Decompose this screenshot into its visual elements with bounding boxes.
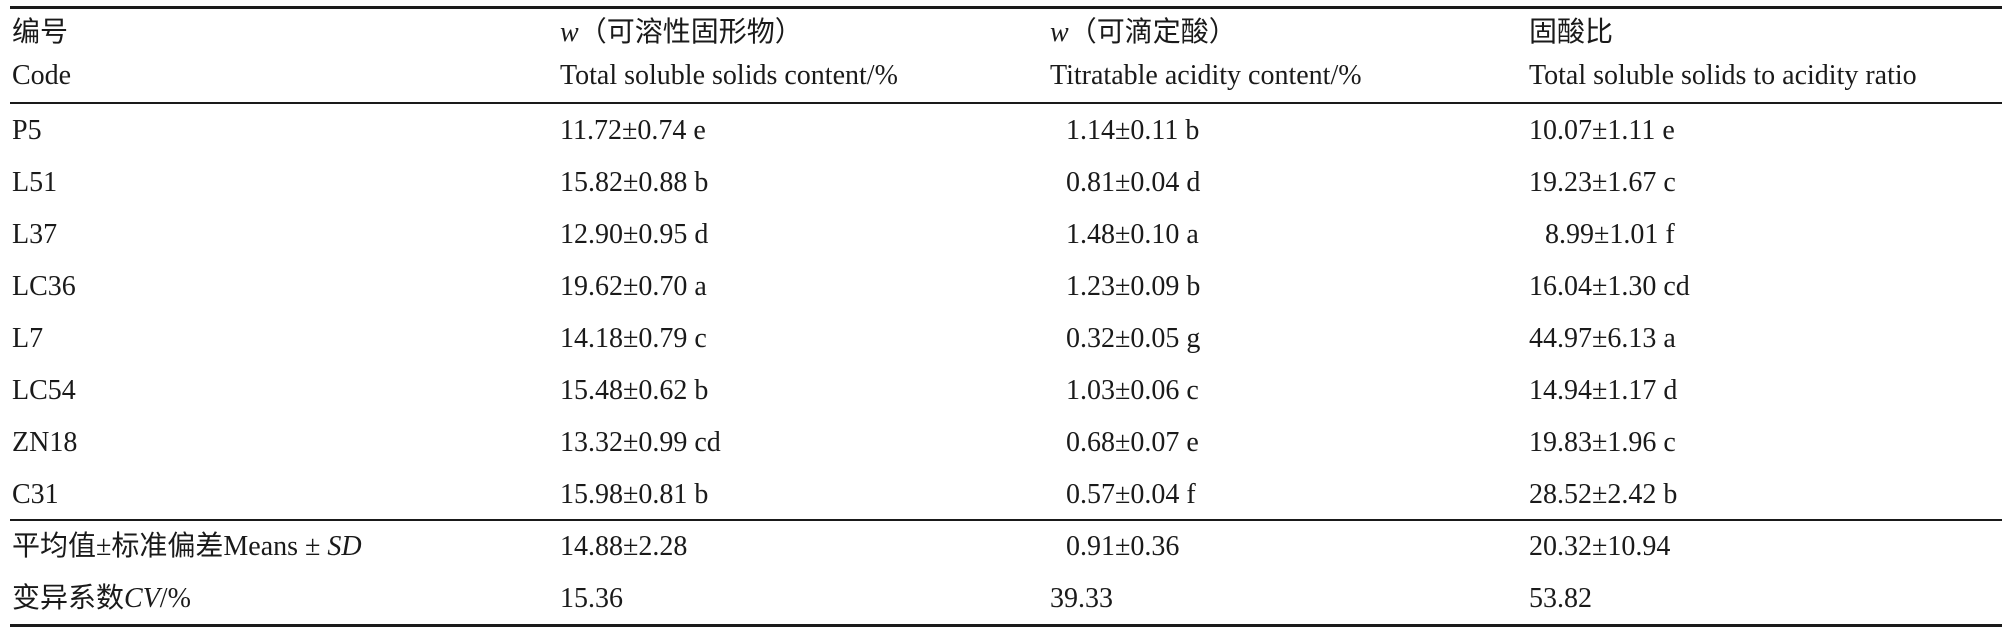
row-ratio: 16.04±1.30 cd xyxy=(1529,271,1690,302)
header-tss-zh-text: （可溶性固形物） xyxy=(578,17,803,48)
row-code: LC36 xyxy=(12,271,76,302)
row-tss: 15.82±0.88 b xyxy=(560,167,709,198)
row-ta: 0.68±0.07 e xyxy=(1066,427,1199,458)
header-ratio-en: Total soluble solids to acidity ratio xyxy=(1529,60,1917,91)
row-code: P5 xyxy=(12,115,42,146)
table-header-rule xyxy=(10,102,2002,104)
row-ratio: 8.99±1.01 f xyxy=(1545,219,1675,250)
table-bottom-rule xyxy=(10,624,2002,627)
header-ta-en: Titratable acidity content/% xyxy=(1050,60,1362,91)
row-ta: 1.23±0.09 b xyxy=(1066,271,1201,302)
row-ratio: 19.83±1.96 c xyxy=(1529,427,1676,458)
row-ratio: 19.23±1.67 c xyxy=(1529,167,1676,198)
row-ta: 1.48±0.10 a xyxy=(1066,219,1199,250)
header-ta-zh-text: （可滴定酸） xyxy=(1068,17,1237,48)
summary-label-en: Means ± xyxy=(223,531,328,562)
header-ta-var: w xyxy=(1050,17,1069,48)
table-summary-rule xyxy=(10,519,2002,521)
row-ratio: 28.52±2.42 b xyxy=(1529,479,1678,510)
summary-tss: 14.88±2.28 xyxy=(560,531,688,562)
summary-label-mean-sd: 平均值±标准偏差Means ± SD xyxy=(12,530,362,564)
summary-label-zh: 变异系数 xyxy=(12,583,125,614)
row-code: L51 xyxy=(12,167,58,198)
summary-label-zh: 平均值±标准偏差 xyxy=(12,531,224,562)
row-code: L37 xyxy=(12,219,58,250)
summary-ta: 0.91±0.36 xyxy=(1066,531,1180,562)
row-ta: 1.03±0.06 c xyxy=(1066,375,1199,406)
header-code-zh: 编号 xyxy=(12,17,69,48)
summary-tss: 15.36 xyxy=(560,583,623,614)
summary-ratio: 53.82 xyxy=(1529,583,1592,614)
row-tss: 15.98±0.81 b xyxy=(560,479,709,510)
row-ratio: 44.97±6.13 a xyxy=(1529,323,1676,354)
header-ratio-zh: 固酸比 xyxy=(1529,17,1614,48)
row-tss: 12.90±0.95 d xyxy=(560,219,709,250)
row-ta: 0.32±0.05 g xyxy=(1066,323,1201,354)
row-tss: 13.32±0.99 cd xyxy=(560,427,721,458)
summary-label-it: SD xyxy=(327,531,362,562)
row-tss: 15.48±0.62 b xyxy=(560,375,709,406)
row-ta: 0.81±0.04 d xyxy=(1066,167,1201,198)
row-tss: 11.72±0.74 e xyxy=(560,115,706,146)
summary-ta: 39.33 xyxy=(1050,583,1113,614)
row-ta: 1.14±0.11 b xyxy=(1066,115,1200,146)
row-ta: 0.57±0.04 f xyxy=(1066,479,1196,510)
summary-label-cv: 变异系数CV/% xyxy=(12,582,191,616)
row-ratio: 14.94±1.17 d xyxy=(1529,375,1678,406)
summary-label-en: /% xyxy=(159,583,191,614)
row-tss: 19.62±0.70 a xyxy=(560,271,707,302)
table-top-rule xyxy=(10,6,2002,9)
row-tss: 14.18±0.79 c xyxy=(560,323,707,354)
row-code: ZN18 xyxy=(12,427,78,458)
header-tss-en: Total soluble solids content/% xyxy=(560,60,898,91)
row-code: C31 xyxy=(12,479,59,510)
summary-ratio: 20.32±10.94 xyxy=(1529,531,1671,562)
row-code: LC54 xyxy=(12,375,76,406)
header-tss-var: w xyxy=(560,17,579,48)
row-code: L7 xyxy=(12,323,44,354)
row-ratio: 10.07±1.11 e xyxy=(1529,115,1675,146)
header-code-en: Code xyxy=(12,60,72,91)
header-tss-zh: w（可溶性固形物） xyxy=(560,16,803,50)
summary-label-it: CV xyxy=(124,583,160,614)
header-ta-zh: w（可滴定酸） xyxy=(1050,16,1237,50)
